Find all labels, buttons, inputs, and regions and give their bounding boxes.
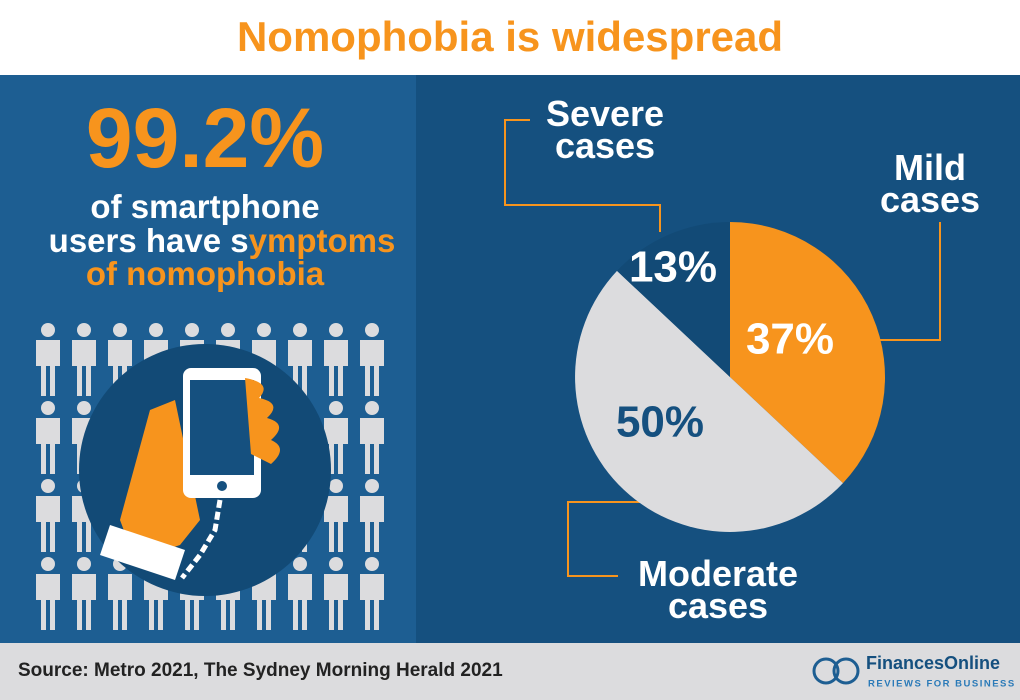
category-label-line: cases (555, 125, 655, 166)
title-band (0, 0, 1020, 75)
person-body (324, 340, 348, 396)
person-body (72, 574, 96, 630)
category-label: Moderate cases (638, 553, 798, 626)
person-head (41, 401, 55, 415)
title: Nomophobia is widespread (237, 13, 783, 60)
person-head (221, 323, 235, 337)
person-body (252, 574, 276, 630)
logo-name: FinancesOnline (866, 653, 1000, 673)
person-head (41, 479, 55, 493)
category-label-line: Moderate (638, 553, 798, 594)
source: Source: Metro 2021, The Sydney Morning H… (18, 660, 503, 681)
category-label-line: cases (668, 585, 768, 626)
person-head (329, 323, 343, 337)
value-label: 50% (616, 398, 704, 447)
category-label: Mild cases (880, 147, 980, 220)
logo-mark (812, 657, 840, 685)
hand-phone-icon (100, 368, 280, 580)
person-head (77, 401, 91, 415)
phone-screen (190, 380, 254, 475)
person-head (293, 557, 307, 571)
category-label: Severe cases (546, 93, 664, 166)
value-label: 13% (629, 243, 717, 292)
description-line: users have symptoms (49, 222, 396, 259)
person-body (288, 574, 312, 630)
logo-mark (832, 657, 860, 685)
description-part: ymptoms (249, 222, 396, 259)
person-head (293, 323, 307, 337)
person-body (324, 496, 348, 552)
person-body (36, 340, 60, 396)
pie-slice (575, 270, 843, 532)
person-head (185, 323, 199, 337)
logo: FinancesOnline REVIEWS FOR BUSINESS (812, 653, 1016, 690)
person-head (77, 557, 91, 571)
person-head (365, 479, 379, 493)
person-head (113, 323, 127, 337)
pie-slice (730, 222, 885, 484)
person-head (257, 323, 271, 337)
stat: 99.2% (86, 91, 324, 185)
logo-tagline: REVIEWS FOR BUSINESS (868, 679, 1016, 690)
leader-line (504, 119, 661, 232)
cuff (100, 525, 185, 580)
person-head (329, 557, 343, 571)
person-head (329, 479, 343, 493)
person-body (72, 340, 96, 396)
value-label: 37% (746, 315, 834, 364)
person-head (365, 557, 379, 571)
pie-slice (617, 222, 730, 377)
phone-button (217, 481, 227, 491)
person-head (149, 323, 163, 337)
person-head (365, 401, 379, 415)
hand (120, 400, 200, 560)
person-body (360, 340, 384, 396)
description-line: of smartphone (90, 188, 319, 225)
person-body (36, 496, 60, 552)
chain (180, 499, 223, 580)
person-body (108, 574, 132, 630)
person-head (77, 323, 91, 337)
person-body (360, 574, 384, 630)
category-label-line: Mild (894, 147, 966, 188)
person-head (41, 323, 55, 337)
person-body (36, 418, 60, 474)
person-head (329, 401, 343, 415)
person-body (324, 574, 348, 630)
person-head (365, 323, 379, 337)
person-body (36, 574, 60, 630)
description-part: users have s (49, 222, 249, 259)
person-body (360, 496, 384, 552)
category-label-line: cases (880, 179, 980, 220)
person-body (360, 418, 384, 474)
footer-band (0, 643, 1020, 700)
leader-line (860, 222, 941, 341)
person-head (41, 557, 55, 571)
category-label-line: Severe (546, 93, 664, 134)
description-line: of nomophobia (86, 255, 325, 292)
fingers (245, 378, 280, 464)
